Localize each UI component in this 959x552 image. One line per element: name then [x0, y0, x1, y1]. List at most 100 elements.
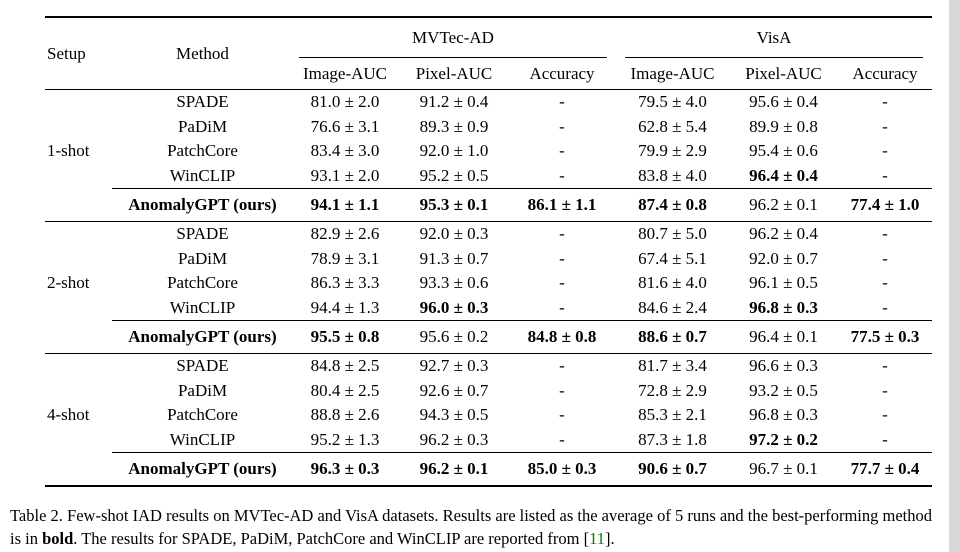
header-col-visa-pixel-auc: Pixel-AUC	[745, 63, 822, 83]
table-row: 2-shot PatchCore 86.3 ± 3.3 93.3 ± 0.6 - 81.6…	[45, 271, 932, 296]
setup-label	[45, 188, 115, 221]
value-cell: 90.6 ± 0.7	[638, 458, 707, 478]
value-cell: 78.9 ± 3.1	[310, 248, 380, 268]
value-cell: -	[559, 429, 565, 449]
value-cell: 82.9 ± 2.6	[310, 224, 380, 244]
header-bottom-rule	[45, 89, 932, 90]
caption-line-2: is in bold. The results for SPADE, PaDiM…	[10, 528, 951, 551]
value-cell: -	[559, 297, 565, 317]
value-cell: 96.7 ± 0.1	[749, 458, 818, 478]
method-name: AnomalyGPT (ours)	[128, 326, 277, 346]
caption-text: . The results for SPADE, PaDiM, PatchCor…	[73, 528, 590, 548]
ours-row: AnomalyGPT (ours) 94.1 ± 1.1 95.3 ± 0.1 86.…	[45, 188, 932, 221]
setup-label	[45, 222, 115, 247]
value-cell: 92.0 ± 0.3	[419, 224, 489, 244]
value-cell: 92.7 ± 0.3	[419, 356, 489, 376]
table-row: 4-shot PatchCore 88.8 ± 2.6 94.3 ± 0.5 - 85.3…	[45, 403, 932, 428]
value-cell: -	[882, 297, 888, 317]
value-cell: -	[559, 92, 565, 112]
header-group-mvtec-ad: MVTec-AD	[290, 18, 616, 59]
value-cell: 96.4 ± 0.1	[749, 326, 818, 346]
value-cell: 96.8 ± 0.3	[749, 405, 818, 425]
group-label: MVTec-AD	[412, 28, 494, 47]
value-cell: 77.7 ± 0.4	[850, 458, 920, 478]
method-name: PaDiM	[177, 116, 228, 136]
ours-row: AnomalyGPT (ours) 95.5 ± 0.8 95.6 ± 0.2 84.…	[45, 320, 932, 353]
value-cell: -	[882, 273, 888, 293]
header-col-mvtec-pixel-auc: Pixel-AUC	[415, 63, 493, 83]
caption-text: is in	[10, 528, 43, 548]
ours-row: AnomalyGPT (ours) 96.3 ± 0.3 96.2 ± 0.1 85.…	[45, 452, 932, 485]
setup-label	[45, 247, 115, 272]
setup-label	[45, 452, 115, 485]
value-cell: 84.8 ± 0.8	[527, 326, 597, 346]
value-cell: 81.7 ± 3.4	[638, 356, 707, 376]
value-cell: -	[559, 116, 565, 136]
partial-rule	[112, 320, 932, 321]
value-cell: 96.2 ± 0.1	[749, 194, 818, 214]
value-cell: 79.9 ± 2.9	[638, 141, 707, 161]
value-cell: 87.3 ± 1.8	[638, 429, 707, 449]
value-cell: 94.1 ± 1.1	[310, 194, 380, 214]
value-cell: 95.2 ± 0.5	[419, 165, 489, 185]
table-header: Setup Method MVTec-AD VisA Image-AUC Pix…	[45, 18, 932, 89]
value-cell: -	[882, 380, 888, 400]
value-cell: 80.4 ± 2.5	[310, 380, 380, 400]
value-cell: 95.2 ± 1.3	[310, 429, 380, 449]
method-name: AnomalyGPT (ours)	[128, 458, 277, 478]
partial-rule	[112, 452, 932, 453]
header-col-mvtec-accuracy: Accuracy	[529, 63, 595, 83]
value-cell: 96.3 ± 0.3	[310, 458, 380, 478]
method-name: SPADE	[176, 224, 229, 244]
value-cell: 81.0 ± 2.0	[310, 92, 380, 112]
caption-text: ].	[604, 528, 615, 548]
value-cell: 94.4 ± 1.3	[310, 297, 380, 317]
value-cell: 67.4 ± 5.1	[638, 248, 707, 268]
value-cell: -	[559, 356, 565, 376]
value-cell: 96.6 ± 0.3	[749, 356, 818, 376]
table-row: WinCLIP 94.4 ± 1.3 96.0 ± 0.3 - 84.6 ± 2.4 96…	[45, 296, 932, 321]
value-cell: 62.8 ± 5.4	[638, 116, 707, 136]
table-bottom-rule	[45, 485, 932, 487]
value-cell: -	[882, 165, 888, 185]
setup-label	[45, 320, 115, 353]
table-blocks: SPADE 81.0 ± 2.0 91.2 ± 0.4 - 79.5 ± 4.0 95.6…	[45, 90, 932, 487]
value-cell: 79.5 ± 4.0	[638, 92, 707, 112]
method-name: SPADE	[176, 356, 229, 376]
value-cell: 95.6 ± 0.4	[749, 92, 818, 112]
table-row: SPADE 84.8 ± 2.5 92.7 ± 0.3 - 81.7 ± 3.4 96.6…	[45, 354, 932, 379]
method-name: PaDiM	[177, 248, 228, 268]
method-name: SPADE	[176, 92, 229, 112]
partial-rule	[112, 188, 932, 189]
setup-label	[45, 379, 115, 404]
table-row: PaDiM 78.9 ± 3.1 91.3 ± 0.7 - 67.4 ± 5.1 92.0…	[45, 247, 932, 272]
value-cell: -	[882, 92, 888, 112]
value-cell: 96.8 ± 0.3	[749, 297, 818, 317]
value-cell: -	[882, 405, 888, 425]
value-cell: 85.0 ± 0.3	[527, 458, 597, 478]
value-cell: 92.6 ± 0.7	[419, 380, 489, 400]
value-cell: -	[559, 141, 565, 161]
citation-link-11[interactable]: 11	[589, 528, 605, 548]
setup-label: 4-shot	[47, 405, 90, 425]
value-cell: -	[559, 273, 565, 293]
value-cell: 86.3 ± 3.3	[310, 273, 380, 293]
value-cell: 84.6 ± 2.4	[638, 297, 707, 317]
method-name: PaDiM	[177, 380, 228, 400]
header-group-visa: VisA	[616, 18, 932, 59]
value-cell: 92.0 ± 0.7	[749, 248, 818, 268]
caption-bold-word: bold	[42, 528, 74, 548]
value-cell: -	[559, 224, 565, 244]
header-col-visa-image-auc: Image-AUC	[630, 63, 715, 83]
table-row: SPADE 82.9 ± 2.6 92.0 ± 0.3 - 80.7 ± 5.0 96.2…	[45, 222, 932, 247]
value-cell: -	[882, 248, 888, 268]
method-name: PatchCore	[167, 141, 238, 161]
table-row: PaDiM 76.6 ± 3.1 89.3 ± 0.9 - 62.8 ± 5.4 89.9…	[45, 115, 932, 140]
value-cell: 95.4 ± 0.6	[749, 141, 818, 161]
value-cell: 77.4 ± 1.0	[850, 194, 920, 214]
value-cell: 95.6 ± 0.2	[419, 326, 489, 346]
setup-label	[45, 90, 115, 115]
value-cell: 91.2 ± 0.4	[419, 92, 489, 112]
method-name: PatchCore	[167, 405, 238, 425]
value-cell: 96.2 ± 0.4	[749, 224, 818, 244]
